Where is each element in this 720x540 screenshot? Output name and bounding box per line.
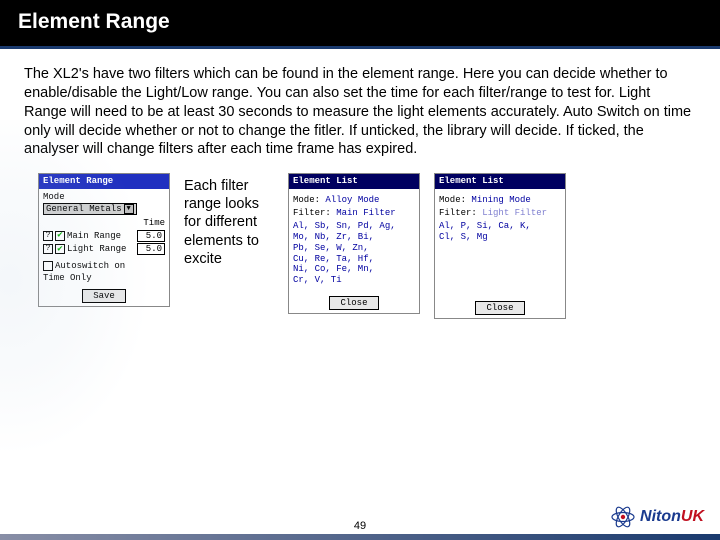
- list-item: Pb, Se, W, Zn,: [293, 243, 415, 254]
- mode-label: Mode:: [439, 195, 466, 205]
- footer-bar: [0, 534, 720, 540]
- chevron-down-icon: ▼: [124, 204, 134, 214]
- list-item: Ni, Co, Fe, Mn,: [293, 264, 415, 275]
- nitonuk-logo: NitonUK: [610, 504, 704, 530]
- filter-label: Filter:: [439, 208, 477, 218]
- panel-header: Element Range: [39, 174, 169, 188]
- atom-icon: [610, 504, 636, 530]
- element-list-alloy-panel: Element List Mode: Alloy Mode Filter: Ma…: [288, 173, 420, 314]
- list-item: Cl, S, Mg: [439, 232, 561, 243]
- main-range-checkbox[interactable]: ✔: [55, 231, 65, 241]
- mode-value: General Metals: [46, 204, 122, 214]
- time-label: Time: [43, 218, 165, 228]
- list-item: Cr, V, Ti: [293, 275, 415, 286]
- panel-header: Element List: [435, 174, 565, 188]
- close-button[interactable]: Close: [329, 296, 378, 310]
- mode-label: Mode:: [293, 195, 320, 205]
- help-icon[interactable]: ?: [43, 231, 53, 241]
- slide-title: Element Range: [18, 10, 170, 33]
- mode-label: Mode: [43, 192, 165, 202]
- content-row: Element Range Mode General Metals ▼ Time…: [0, 167, 720, 319]
- slide-title-bar: Element Range: [0, 0, 720, 46]
- page-number: 49: [354, 520, 366, 532]
- list-item: Al, Sb, Sn, Pd, Ag,: [293, 221, 415, 232]
- help-icon[interactable]: ?: [43, 244, 53, 254]
- panel-header: Element List: [289, 174, 419, 188]
- list-item: Al, P, Si, Ca, K,: [439, 221, 561, 232]
- main-range-label: Main Range: [67, 231, 135, 241]
- light-range-checkbox[interactable]: ✔: [55, 244, 65, 254]
- autoswitch-label-1: Autoswitch on: [55, 261, 125, 271]
- caption-text: Each filter range looks for different el…: [184, 173, 274, 268]
- mode-value: Alloy Mode: [325, 195, 379, 205]
- logo-text: NitonUK: [640, 508, 704, 526]
- body-paragraph: The XL2's have two filters which can be …: [0, 49, 720, 167]
- mode-value: Mining Mode: [471, 195, 530, 205]
- filter-label: Filter:: [293, 208, 331, 218]
- save-button[interactable]: Save: [82, 289, 126, 303]
- light-range-time-input[interactable]: 5.0: [137, 243, 165, 255]
- element-list: Al, P, Si, Ca, K, Cl, S, Mg: [439, 221, 561, 243]
- close-button[interactable]: Close: [475, 301, 524, 315]
- autoswitch-label-2: Time Only: [43, 273, 165, 283]
- filter-value: Main Filter: [336, 208, 395, 218]
- mode-dropdown[interactable]: General Metals ▼: [43, 203, 137, 215]
- autoswitch-checkbox[interactable]: [43, 261, 53, 271]
- element-range-panel: Element Range Mode General Metals ▼ Time…: [38, 173, 170, 307]
- list-item: Cu, Re, Ta, Hf,: [293, 254, 415, 265]
- list-item: Mo, Nb, Zr, Bi,: [293, 232, 415, 243]
- filter-value: Light Filter: [482, 208, 547, 218]
- main-range-time-input[interactable]: 5.0: [137, 230, 165, 242]
- light-range-label: Light Range: [67, 244, 135, 254]
- element-list: Al, Sb, Sn, Pd, Ag, Mo, Nb, Zr, Bi, Pb, …: [293, 221, 415, 286]
- element-list-mining-panel: Element List Mode: Mining Mode Filter: L…: [434, 173, 566, 319]
